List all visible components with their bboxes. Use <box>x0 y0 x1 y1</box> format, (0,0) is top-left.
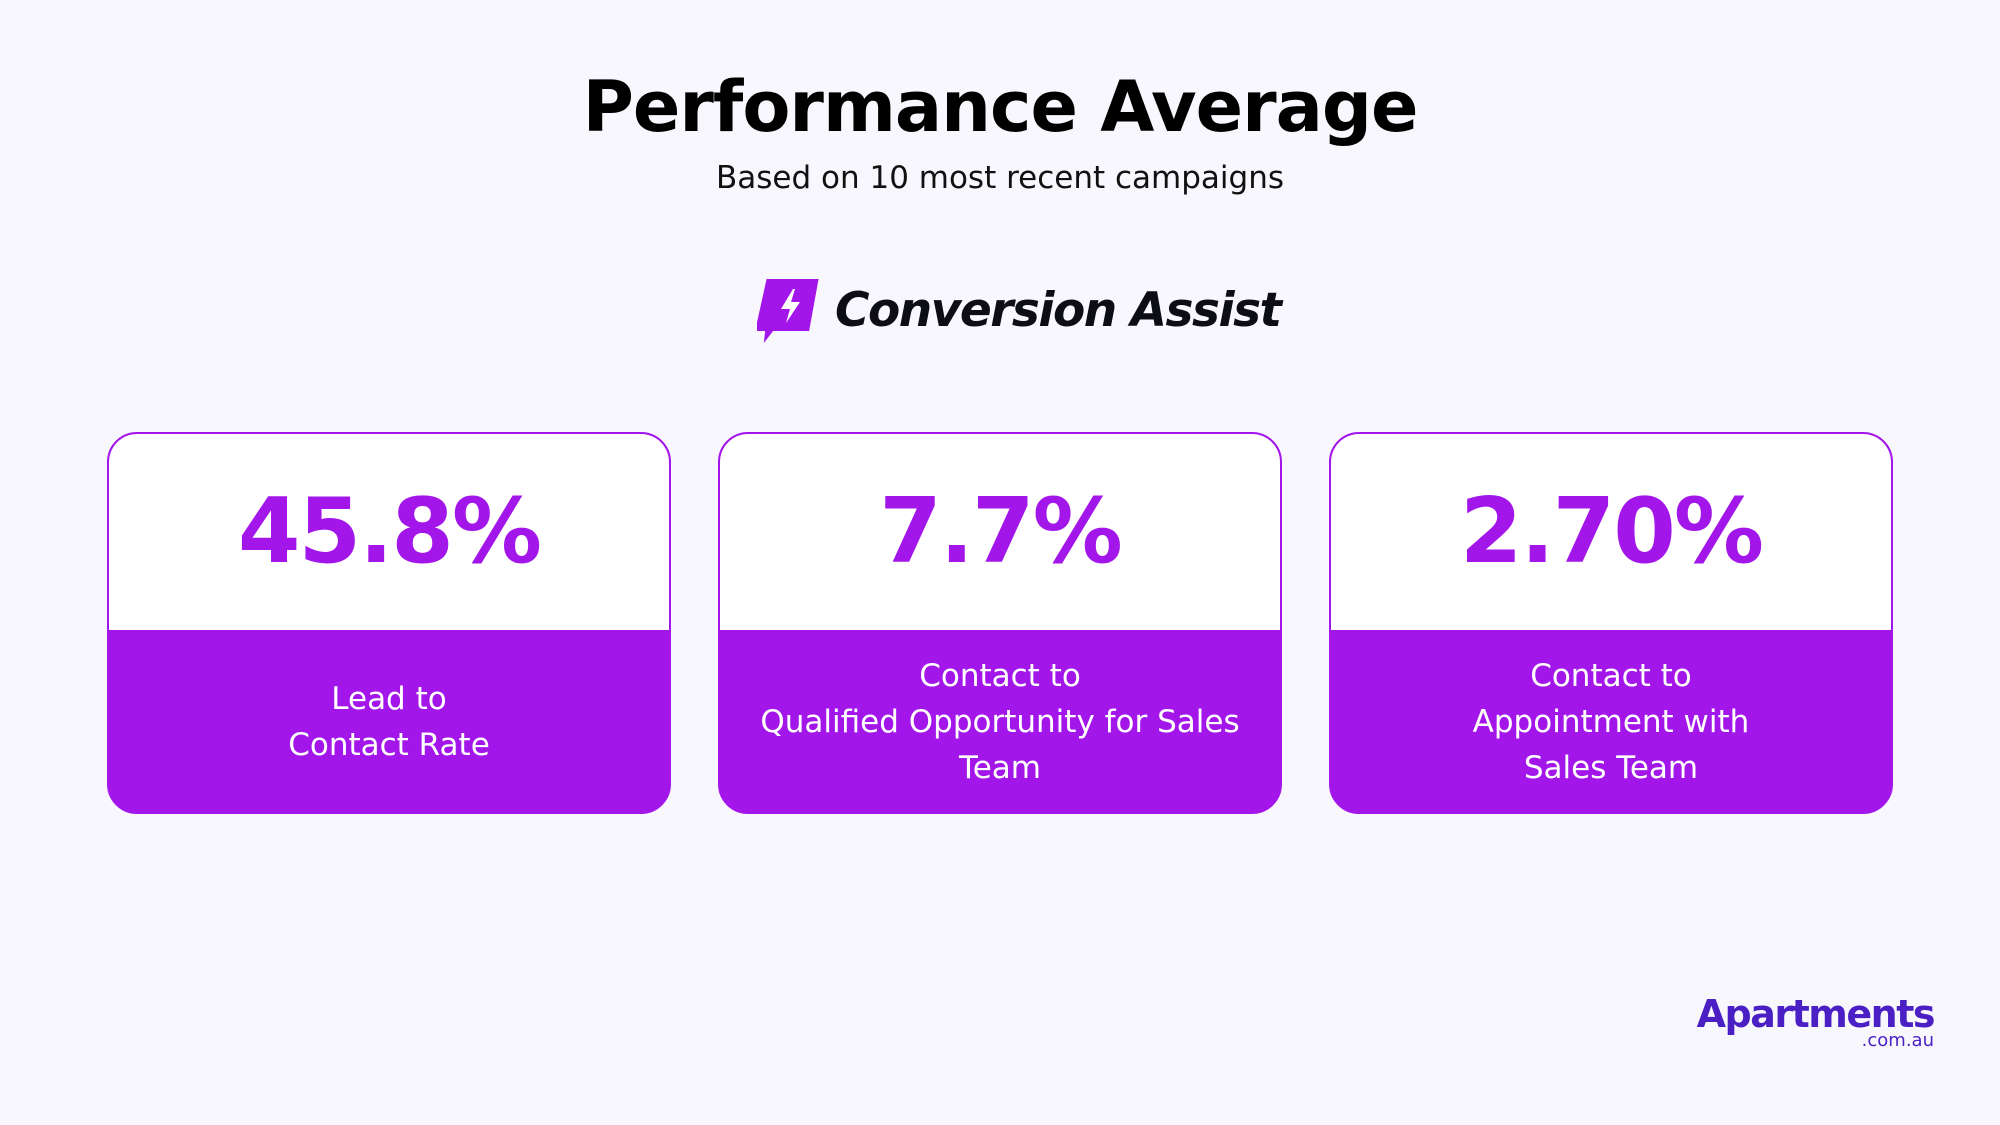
metric-card-contact-to-appointment: 2.70% Contact to Appointment with Sales … <box>1329 432 1893 814</box>
metric-label: Contact to Qualified Opportunity for Sal… <box>760 658 1240 786</box>
metric-value: 45.8% <box>237 479 542 584</box>
conversion-assist-brand: Conversion Assist <box>757 275 1282 347</box>
page-subtitle: Based on 10 most recent campaigns <box>715 160 1285 196</box>
metric-card-bottom: Lead to Contact Rate <box>109 630 669 812</box>
metric-card-top: 45.8% <box>109 434 669 630</box>
metric-value: 7.7% <box>879 479 1123 584</box>
page-title: Performance Average <box>582 66 1419 148</box>
apartments-logo: Apartments .com.au <box>1696 992 1936 1051</box>
metric-card-contact-to-opportunity: 7.7% Contact to Qualified Opportunity fo… <box>718 432 1282 814</box>
logo-domain: .com.au <box>1861 1030 1934 1051</box>
metric-card-lead-to-contact: 45.8% Lead to Contact Rate <box>107 432 671 814</box>
metric-card-top: 2.70% <box>1331 434 1891 630</box>
metric-value: 2.70% <box>1459 479 1764 584</box>
metric-card-top: 7.7% <box>720 434 1280 630</box>
metric-label: Contact to Appointment with Sales Team <box>1472 658 1750 786</box>
metric-label: Lead to Contact Rate <box>288 681 490 763</box>
metric-card-bottom: Contact to Qualified Opportunity for Sal… <box>720 630 1280 812</box>
logo-wordmark: Apartments <box>1696 992 1936 1036</box>
lightning-chat-icon <box>757 279 819 343</box>
metric-card-bottom: Contact to Appointment with Sales Team <box>1331 630 1891 812</box>
brand-name: Conversion Assist <box>835 283 1282 338</box>
